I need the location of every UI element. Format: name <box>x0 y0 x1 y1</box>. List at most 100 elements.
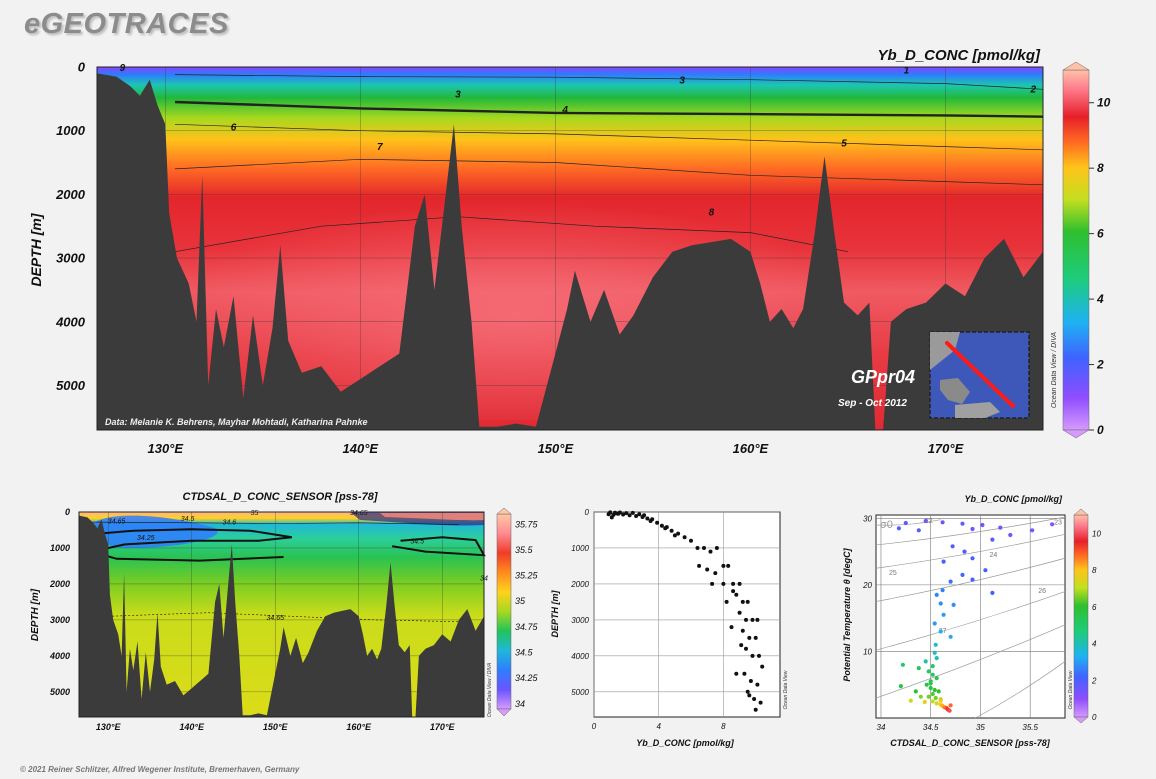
ts-colorbar-top-cap <box>1073 508 1089 516</box>
ts-points <box>896 518 1055 713</box>
salinity-seafloor-topography <box>79 512 484 717</box>
profile-data-point <box>634 514 639 518</box>
ts-data-point <box>938 698 943 703</box>
ts-isopycnal-label: 26 <box>1038 588 1046 595</box>
section-y-tick-label: 1000 <box>56 123 86 138</box>
section-x-tick-label: 150°E <box>263 722 289 732</box>
salinity-contour-label: 35 <box>250 510 258 517</box>
profile-data-point <box>739 643 744 648</box>
profile-y-tick-label: 4000 <box>571 652 589 661</box>
colorbar-tick-label: 35 <box>515 596 526 606</box>
colorbar-tick-label: 34.25 <box>515 673 539 683</box>
profile-data-point <box>747 635 752 640</box>
ts-data-point <box>918 694 923 699</box>
profile-data-point <box>734 592 739 597</box>
profile-plot: 0 4 8 0 1000 2000 3000 4000 5000 Yb_D_CONC [pmol… <box>550 508 789 748</box>
profile-data-point <box>729 625 734 630</box>
main-colorbar-bottom-cap <box>1062 429 1090 439</box>
profile-data-point <box>645 516 650 521</box>
colorbar-tick-label: 34 <box>515 699 525 709</box>
profile-data-point <box>676 531 681 536</box>
section-x-tick-label: 170°E <box>430 722 456 732</box>
ts-data-point <box>900 662 906 667</box>
inset-map <box>929 331 1030 419</box>
ts-data-point <box>947 708 952 713</box>
ts-data-point <box>948 703 953 708</box>
ts-x-tick-label: 35 <box>976 723 985 732</box>
section-y-tick-label: 4000 <box>49 651 70 661</box>
ts-isopycnal-label: 22 <box>925 518 933 525</box>
cruise-dates: Sep - Oct 2012 <box>838 398 907 409</box>
ts-data-point <box>970 526 975 532</box>
profile-data-point <box>731 581 736 586</box>
ts-data-point <box>936 689 941 694</box>
main-colorbar-top-cap <box>1062 61 1090 71</box>
ts-data-point <box>933 642 938 647</box>
salinity-contour-label: 34.6 <box>222 520 236 527</box>
ts-isopycnal-line <box>875 519 941 526</box>
section-x-tick-label: 150°E <box>538 441 574 456</box>
profile-x-axis-label: Yb_D_CONC [pmol/kg] <box>636 738 735 748</box>
section-x-tick-label: 170°E <box>928 441 964 456</box>
salinity-contour-label: 34.65 <box>350 510 368 517</box>
ts-plot-frame <box>875 514 1066 719</box>
yb-contour-line <box>174 216 848 253</box>
ts-data-point <box>903 520 908 526</box>
profile-data-point <box>705 567 710 572</box>
colorbar-tick-label: 4 <box>1092 640 1097 649</box>
profile-data-point <box>642 513 647 518</box>
section-y-tick-label: 3000 <box>56 251 86 266</box>
main-plot-frame <box>96 66 1044 431</box>
ts-data-point <box>940 588 945 593</box>
ts-isopycnal-line <box>875 591 1066 651</box>
ts-data-point <box>930 691 935 697</box>
profile-y-tick-label: 1000 <box>571 544 589 553</box>
main-y-axis-label: DEPTH [m] <box>28 212 44 286</box>
main-seafloor-topography <box>97 67 1043 430</box>
ts-isopycnal-line <box>875 624 1066 699</box>
section-y-tick-label: 2000 <box>55 187 86 202</box>
section-x-tick-label: 140°E <box>179 722 205 732</box>
ts-data-point <box>928 685 933 691</box>
section-x-tick-label: 140°E <box>343 441 379 456</box>
ts-grid <box>876 515 1065 718</box>
profile-data-point <box>697 563 702 568</box>
profile-data-point <box>726 563 731 568</box>
salinity-surface-high <box>380 513 484 521</box>
salinity-contour-label: 34.65 <box>266 615 284 622</box>
section-y-tick-label: 0 <box>65 507 70 517</box>
inset-map-land-asia <box>930 332 960 370</box>
profile-data-point <box>648 519 653 523</box>
profile-data-point <box>734 671 739 676</box>
profile-data-point <box>630 510 635 515</box>
ts-data-point <box>1030 528 1035 533</box>
profile-data-point <box>752 697 757 701</box>
ts-data-point <box>923 518 928 524</box>
data-credit: Data: Melanie K. Behrens, Mayhar Mohtadi… <box>105 417 368 427</box>
ts-data-point <box>938 629 943 634</box>
salinity-contour-label: 34.25 <box>137 535 155 542</box>
ts-axes: 34 34.5 35 35.5 10 20 30 <box>862 514 1038 732</box>
profile-x-tick-label: 0 <box>592 722 597 731</box>
profile-data-point <box>731 589 736 594</box>
salinity-odv-label: Ocean Data View / DIVA <box>487 662 493 717</box>
section-y-tick-label: 4000 <box>55 314 86 329</box>
yb-contour-label: 3 <box>679 76 685 87</box>
profile-data-point <box>758 700 763 705</box>
profile-data-point <box>750 653 755 658</box>
inset-map-land-islands <box>940 378 970 404</box>
ts-density-label: σ0 <box>880 519 893 531</box>
ts-data-point <box>922 699 927 705</box>
colorbar-tick-label: 4 <box>1096 292 1104 306</box>
profile-axes: 0 4 8 0 1000 2000 3000 4000 5000 <box>570 508 726 731</box>
salinity-contour-line <box>391 536 486 557</box>
profile-data-point <box>655 520 660 525</box>
colorbar-tick-label: 6 <box>1092 603 1097 612</box>
profile-data-point <box>621 512 626 517</box>
profile-y-tick-label: 2000 <box>570 580 589 589</box>
ts-x-tick-label: 34.5 <box>923 723 939 732</box>
ts-isopycnal-line <box>875 557 1066 602</box>
ts-data-point <box>932 687 937 693</box>
